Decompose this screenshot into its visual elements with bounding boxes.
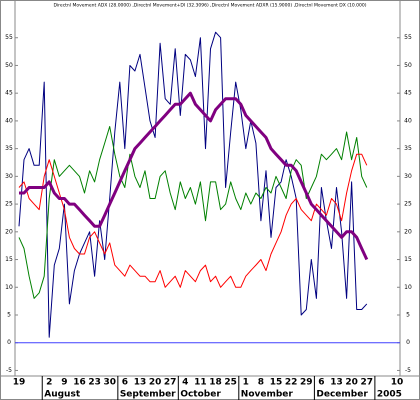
x-tick-label: 15 [270,378,283,388]
month-label: August [44,390,81,400]
x-tick-label: 10 [391,378,404,388]
y-tick-label: 0 [7,339,11,346]
y-tick-label: 55 [5,34,13,41]
y-tick-label: 20 [5,228,13,235]
y-tick-label-right: 15 [404,256,412,263]
y-tick-label-right: 5 [406,312,410,319]
y-tick-label: 40 [5,117,13,124]
x-tick-label: 1 [243,378,249,388]
x-tick-label: 8 [258,378,264,388]
x-tick-label: 2 [46,378,52,388]
y-tick-label: 45 [5,90,13,97]
x-tick-label: 6 [122,378,128,388]
y-tick-label-right: 30 [404,173,412,180]
y-tick-label-right: 50 [404,62,412,69]
x-tick-label: 13 [134,378,147,388]
y-tick-label: 5 [7,312,11,319]
x-tick-label: 25 [224,378,237,388]
x-tick-label: 11 [194,378,207,388]
y-tick-label-right: 55 [404,34,412,41]
x-tick-label: 22 [285,378,298,388]
y-tick-label: 30 [5,173,13,180]
y-tick-label-right: 0 [406,339,410,346]
x-tick-label: 20 [149,378,162,388]
y-tick-label: 15 [5,256,13,263]
y-tick-label: -5 [6,367,12,374]
x-tick-label: 27 [164,378,177,388]
y-tick-label: 10 [5,284,13,291]
series-line [18,31,368,338]
month-label: October [180,390,221,400]
y-tick-label: 25 [5,201,13,208]
y-tick-label-right: -5 [405,367,411,374]
series-line [18,126,368,299]
chart-title: Directnl Movement ADX (28.0000) ,Directn… [53,3,366,9]
x-tick-label: 13 [330,378,343,388]
x-tick-label: 23 [88,378,101,388]
y-tick-label: 35 [5,145,13,152]
month-label: September [120,390,176,400]
y-tick-label-right: 35 [404,145,412,152]
x-tick-label: 4 [182,378,188,388]
y-tick-label-right: 10 [404,284,412,291]
y-tick-label: 50 [5,62,13,69]
series-line [19,91,369,261]
month-label: November [241,390,294,400]
series-line [18,153,368,288]
x-tick-label: 20 [345,378,358,388]
y-tick-label-right: 40 [404,117,412,124]
x-tick-label: 30 [103,378,116,388]
x-tick-label: 6 [318,378,324,388]
x-tick-label: 18 [209,378,222,388]
y-tick-label-right: 45 [404,90,412,97]
x-tick-label: 16 [73,378,86,388]
x-tick-label: 29 [300,378,313,388]
y-tick-label-right: 25 [404,201,412,208]
x-tick-label: 27 [360,378,373,388]
x-tick-label: 19 [13,378,26,388]
month-label: December [316,390,368,400]
x-tick-label: 9 [61,378,67,388]
y-tick-label-right: 20 [404,228,412,235]
month-label: 2005 [377,390,402,400]
